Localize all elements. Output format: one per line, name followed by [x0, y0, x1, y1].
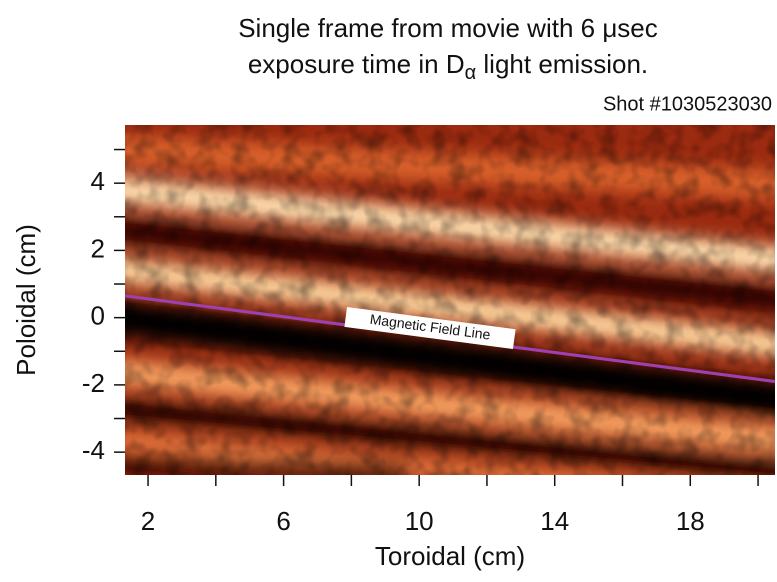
y-tick-label: 2: [91, 233, 105, 263]
title-line: exposure time in Dα light emission.: [248, 49, 648, 84]
x-tick-label: 6: [276, 506, 290, 536]
title-line: Single frame from movie with 6 μsec: [238, 13, 658, 43]
x-tick-label: 18: [676, 506, 705, 536]
y-tick-label: 4: [91, 166, 105, 196]
x-tick-label: 10: [405, 506, 434, 536]
x-tick-label: 2: [141, 506, 155, 536]
x-tick-label: 14: [540, 506, 569, 536]
y-axis-title: Poloidal (cm): [11, 224, 41, 376]
camera-image: [125, 125, 775, 475]
y-tick-label: -2: [82, 368, 105, 398]
label-background: [344, 306, 516, 350]
title-part: light emission.: [476, 49, 648, 79]
subtitle: Shot #1030523030: [603, 93, 772, 115]
y-tick-label: -4: [82, 435, 105, 465]
x-axis-title: Toroidal (cm): [375, 541, 525, 571]
title-part: exposure time in D: [248, 49, 465, 79]
y-tick-label: 0: [91, 301, 105, 331]
title-subscript: α: [465, 62, 477, 84]
